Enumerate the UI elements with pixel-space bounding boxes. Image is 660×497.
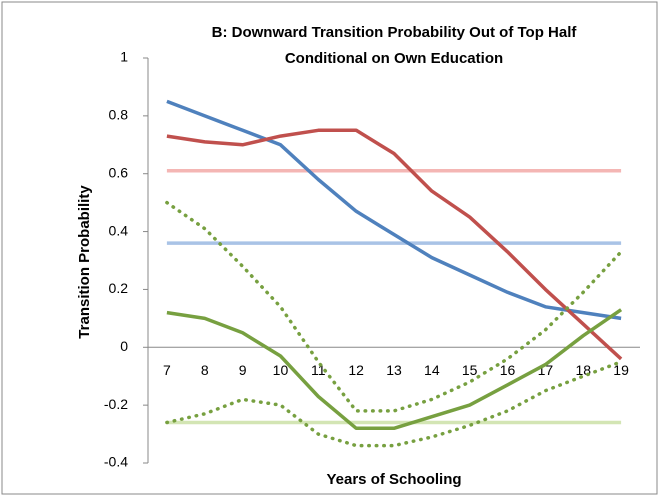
x-tick-label: 12 <box>348 362 364 378</box>
x-tick-label: 7 <box>163 362 171 378</box>
y-tick-label: 0 <box>120 338 128 354</box>
y-tick-label: 0.4 <box>109 222 129 238</box>
x-tick-label: 13 <box>386 362 402 378</box>
series-line <box>166 308 623 431</box>
y-tick-label: -0.2 <box>104 396 128 412</box>
chart-title: B: Downward Transition Probability Out o… <box>212 24 578 41</box>
y-tick-label: 0.8 <box>109 107 129 123</box>
chart-title: Conditional on Own Education <box>285 50 503 67</box>
x-tick-label: 15 <box>462 362 478 378</box>
x-tick-label: 16 <box>500 362 516 378</box>
series-line <box>166 128 623 361</box>
series-line <box>165 200 623 413</box>
series-line <box>166 99 622 321</box>
x-tick-label: 8 <box>201 362 209 378</box>
y-tick-label: 1 <box>120 49 128 65</box>
x-axis-label: Years of Schooling <box>326 471 461 488</box>
y-tick-label: 0.2 <box>109 280 129 296</box>
x-tick-label: 9 <box>239 362 247 378</box>
x-tick-label: 10 <box>273 362 289 378</box>
x-tick-label: 19 <box>613 362 629 378</box>
x-tick-label: 14 <box>424 362 440 378</box>
y-tick-label: 0.6 <box>109 164 129 180</box>
series-line <box>165 360 623 448</box>
y-tick-label: -0.4 <box>104 454 128 470</box>
y-axis-label: Transition Probability <box>76 185 93 339</box>
